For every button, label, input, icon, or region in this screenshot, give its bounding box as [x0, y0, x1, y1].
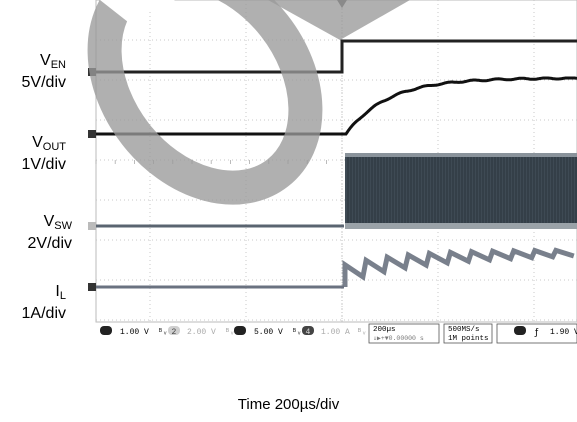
- label-ven-scale: 5V/div: [21, 74, 66, 91]
- bw-icon: ᴮᵥ: [357, 328, 367, 337]
- ch2-number: 2: [172, 328, 177, 337]
- label-il-scale: 1A/div: [21, 305, 66, 322]
- rising-edge-icon: ƒ: [534, 328, 539, 338]
- trace-vsw-low-edge: [345, 223, 577, 229]
- trace-vsw-high-edge: [345, 153, 577, 157]
- label-il: IL 1A/div: [0, 283, 66, 323]
- record-length: 1M points: [448, 335, 489, 343]
- bw-icon: ᴮᵥ: [292, 328, 302, 337]
- trigger-level: 1.90 V: [550, 328, 577, 337]
- trace-il: [342, 247, 575, 287]
- trigger-source-badge: [514, 326, 526, 335]
- status-bar: 1.00 V ᴮᵥ 2 2.00 V ᴮᵥ 5.00 V ᴮᵥ 4 1.00 A…: [96, 323, 577, 344]
- trace-ven: [96, 39, 577, 74]
- label-vout-scale: 1V/div: [21, 156, 66, 173]
- sample-rate: 500MS/s: [448, 326, 480, 334]
- ch1-badge: [100, 326, 112, 335]
- ch3-scale: 5.00 V: [254, 328, 283, 337]
- horizontal-delay: ⇓▶+▼0.00000 s: [373, 335, 424, 342]
- label-vout: VOUT 1V/div: [0, 134, 66, 174]
- channel-3-ground-marker: [88, 222, 96, 230]
- ch4-badge: [302, 326, 314, 335]
- ch4-scale: 1.00 A: [321, 328, 350, 337]
- bw-icon: ᴮᵥ: [225, 328, 235, 337]
- ch3-badge: [234, 326, 246, 335]
- trace-vout: [96, 76, 577, 136]
- timebase: 200µs: [373, 326, 396, 334]
- label-ven: VEN 5V/div: [0, 52, 66, 92]
- bw-icon: ᴮᵥ: [158, 328, 168, 337]
- ch2-scale: 2.00 V: [187, 328, 216, 337]
- x-axis-label: Time 200µs/div: [237, 396, 340, 413]
- ch1-scale: 1.00 V: [120, 328, 149, 337]
- ch4-number: 4: [306, 328, 311, 337]
- channel-4-ground-marker: [88, 283, 96, 291]
- scope-traces: [96, 39, 577, 289]
- label-vsw: VSW 2V/div: [0, 213, 72, 253]
- ch2-badge: [168, 326, 180, 335]
- label-vsw-scale: 2V/div: [27, 235, 72, 252]
- channel-2-ground-marker: [88, 130, 96, 138]
